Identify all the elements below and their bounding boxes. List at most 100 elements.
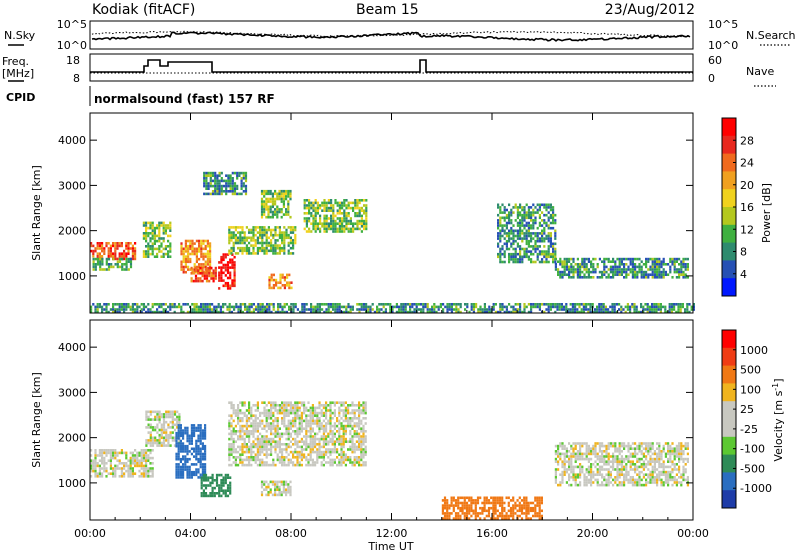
power-cell-9 bbox=[363, 227, 366, 231]
velocity-cell-2 bbox=[188, 442, 191, 445]
velocity-cell-4 bbox=[349, 461, 352, 464]
power-cell-11 bbox=[501, 252, 504, 256]
velocity-cell-4 bbox=[261, 445, 264, 449]
velocity-cell-2 bbox=[197, 470, 200, 474]
power-cell-5 bbox=[218, 261, 221, 264]
velocity-cell-5 bbox=[267, 491, 270, 494]
power-cell-13 bbox=[112, 308, 115, 311]
velocity-cell-1 bbox=[165, 433, 168, 437]
velocity-cell-2 bbox=[184, 465, 187, 469]
power-cell-9 bbox=[312, 214, 315, 218]
velocity-cell-0 bbox=[129, 459, 132, 462]
power-cell-11 bbox=[505, 216, 508, 220]
velocity-cell-2 bbox=[177, 437, 180, 440]
power-cell-13 bbox=[248, 305, 251, 309]
velocity-cell-1 bbox=[162, 420, 166, 424]
velocity-cell-1 bbox=[178, 413, 181, 416]
velocity-cell-4 bbox=[307, 422, 310, 425]
power-cell-13 bbox=[692, 305, 695, 309]
velocity-cell-4 bbox=[234, 456, 237, 459]
velocity-cell-6 bbox=[454, 512, 458, 515]
velocity-cell-4 bbox=[289, 450, 292, 454]
power-cell-13 bbox=[186, 303, 189, 306]
power-cell-9 bbox=[338, 227, 341, 231]
power-cell-0 bbox=[118, 244, 121, 248]
power-cell-6 bbox=[230, 239, 233, 242]
velocity-cell-4 bbox=[355, 430, 358, 433]
power-cell-1 bbox=[118, 257, 122, 261]
power-cell-8 bbox=[236, 187, 239, 190]
velocity-cell-4 bbox=[232, 456, 235, 459]
power-cell-13 bbox=[677, 303, 680, 306]
velocity-cell-2 bbox=[193, 463, 196, 466]
velocity-cell-2 bbox=[177, 476, 180, 479]
power-yticks-label-0: 4000 bbox=[58, 134, 86, 147]
power-cell-3 bbox=[198, 247, 201, 251]
power-cell-2 bbox=[145, 237, 148, 240]
velocity-cell-2 bbox=[177, 426, 180, 430]
power-cell-6 bbox=[292, 226, 295, 229]
power-cell-2 bbox=[167, 234, 170, 238]
power-cell-13 bbox=[653, 303, 656, 306]
velocity-cell-4 bbox=[283, 443, 286, 446]
velocity-cell-0 bbox=[92, 469, 95, 473]
power-cell-6 bbox=[230, 252, 233, 255]
power-cell-12 bbox=[634, 268, 637, 271]
velocity-cell-6 bbox=[468, 509, 471, 513]
power-cell-12 bbox=[656, 270, 659, 274]
velocity-cell-4 bbox=[248, 417, 251, 420]
power-cell-7 bbox=[263, 200, 266, 203]
velocity-cell-4 bbox=[281, 443, 284, 446]
velocity-cell-6 bbox=[474, 517, 477, 520]
power-cell-11 bbox=[501, 247, 504, 251]
power-cell-9 bbox=[321, 204, 324, 207]
velocity-cell-4 bbox=[239, 437, 242, 441]
power-cell-11 bbox=[525, 229, 528, 233]
power-cell-13 bbox=[94, 305, 97, 309]
power-cell-13 bbox=[635, 308, 638, 311]
power-cell-9 bbox=[325, 201, 328, 205]
velocity-cell-6 bbox=[468, 506, 471, 510]
power-cell-4 bbox=[192, 279, 195, 283]
velocity-cell-4 bbox=[320, 453, 323, 456]
power-cell-6 bbox=[274, 231, 277, 234]
velocity-cell-2 bbox=[197, 426, 200, 430]
power-cell-7 bbox=[282, 200, 285, 203]
velocity-cell-4 bbox=[283, 458, 286, 462]
velocity-cell-4 bbox=[272, 414, 275, 417]
power-cell-11 bbox=[547, 245, 550, 248]
velocity-cell-4 bbox=[256, 448, 259, 451]
power-cell-11 bbox=[497, 219, 500, 222]
power-cell-11 bbox=[552, 258, 555, 261]
power-cell-12 bbox=[660, 276, 663, 279]
power-cell-11 bbox=[497, 224, 500, 227]
velocity-cell-4 bbox=[289, 404, 292, 407]
velocity-cell-2 bbox=[177, 452, 180, 456]
velocity-cell-4 bbox=[248, 406, 251, 410]
velocity-cell-2 bbox=[182, 437, 185, 440]
power-cell-6 bbox=[274, 226, 277, 229]
power-cell-6 bbox=[256, 226, 259, 229]
velocity-cell-6 bbox=[492, 506, 495, 510]
velocity-cell-6 bbox=[446, 506, 449, 510]
velocity-cell-4 bbox=[276, 409, 279, 412]
velocity-cell-3 bbox=[200, 479, 203, 482]
velocity-cell-1 bbox=[160, 431, 163, 434]
velocity-cell-3 bbox=[222, 484, 225, 487]
power-cell-13 bbox=[668, 308, 671, 311]
velocity-cell-5 bbox=[274, 480, 277, 484]
velocity-cell-2 bbox=[179, 426, 182, 430]
velocity-cell-6 bbox=[527, 517, 530, 520]
power-cell-13 bbox=[439, 303, 442, 306]
velocity-cell-6 bbox=[470, 496, 473, 500]
power-cell-11 bbox=[503, 242, 506, 246]
power-cell-11 bbox=[505, 226, 508, 230]
power-cell-12 bbox=[620, 263, 623, 266]
velocity-cell-0 bbox=[123, 467, 126, 470]
velocity-cell-3 bbox=[213, 486, 216, 490]
power-cell-11 bbox=[547, 255, 550, 259]
power-cell-12 bbox=[570, 265, 573, 269]
power-cell-2 bbox=[149, 252, 152, 256]
velocity-cell-4 bbox=[300, 422, 303, 425]
velocity-cell-2 bbox=[186, 447, 189, 451]
